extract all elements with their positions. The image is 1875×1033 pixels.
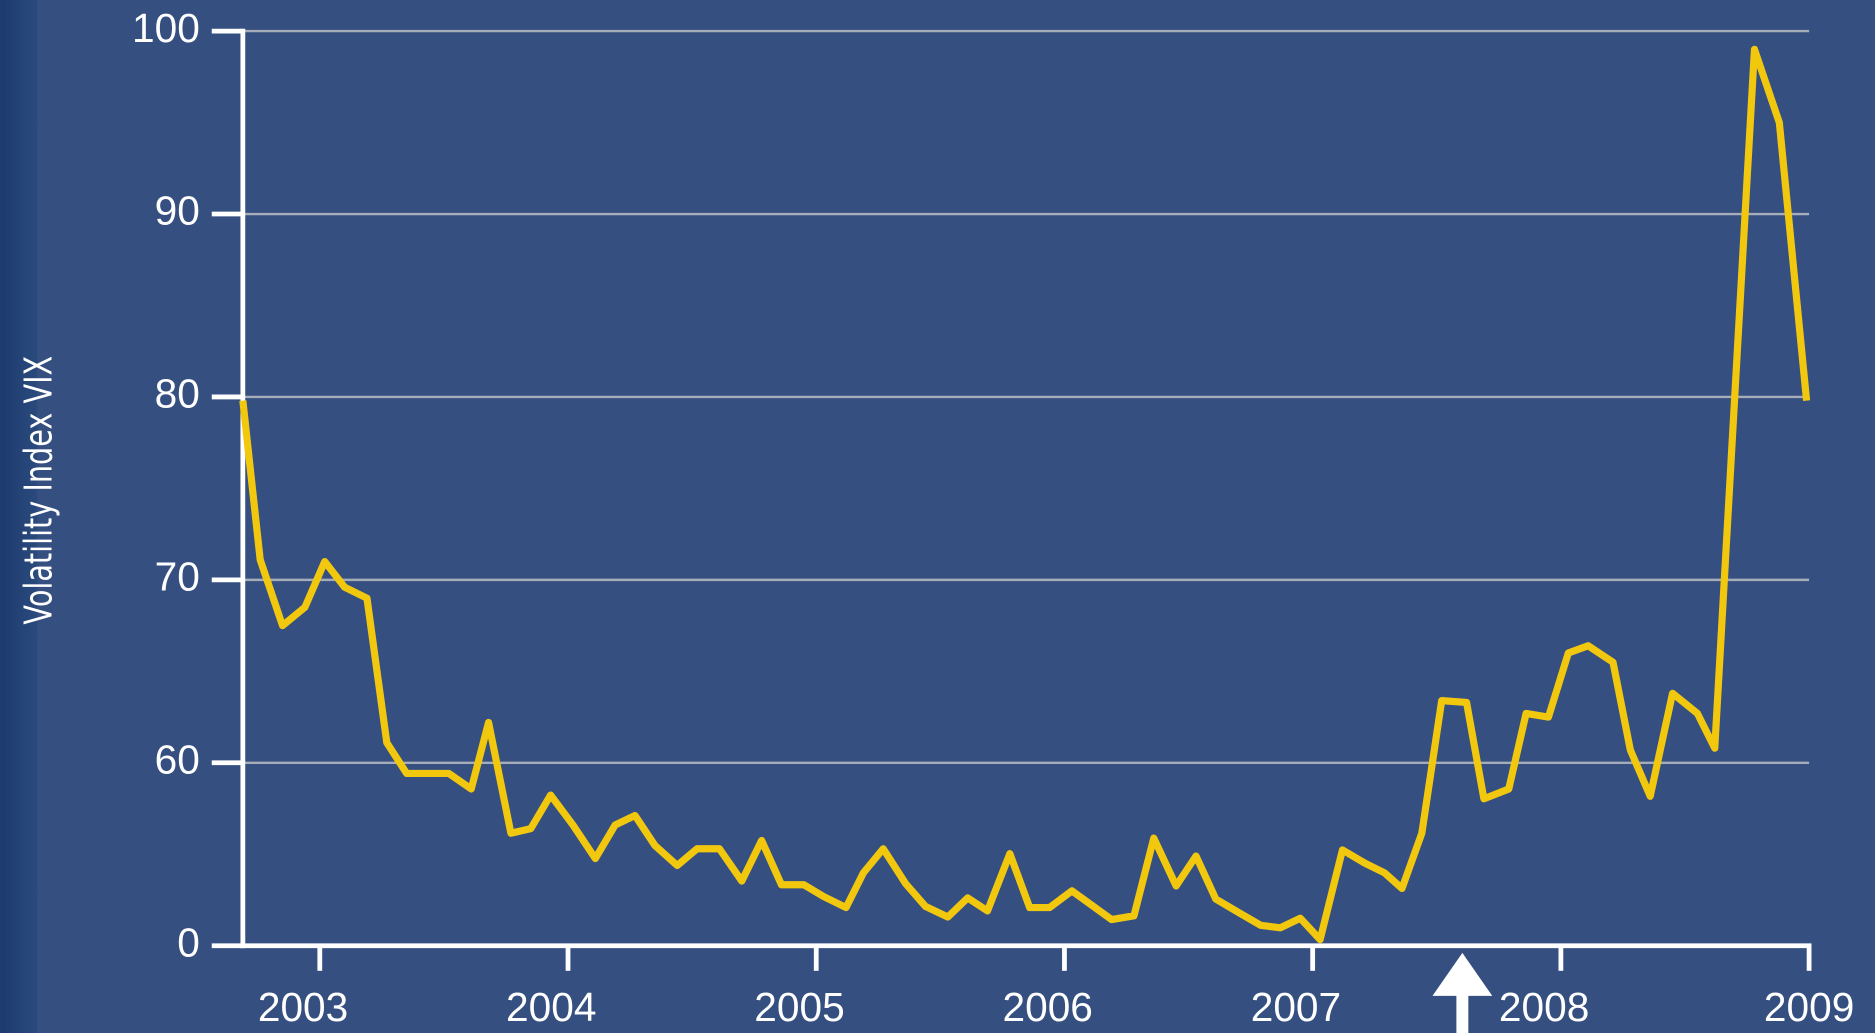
y-tick-label: 70 bbox=[155, 554, 200, 600]
x-tick-label: 2008 bbox=[1499, 984, 1589, 1030]
y-tick-label: 80 bbox=[155, 371, 200, 417]
y-tick-label: 100 bbox=[132, 5, 200, 51]
arrow-marker bbox=[1432, 952, 1493, 1033]
x-tick-label: 2006 bbox=[1002, 984, 1092, 1030]
side-strip bbox=[0, 0, 38, 1033]
x-tick-label: 2004 bbox=[506, 984, 596, 1030]
y-axis-label: Volatility Index VIX bbox=[16, 356, 60, 625]
x-tick-label: 2003 bbox=[258, 984, 348, 1030]
x-tick-label: 2009 bbox=[1764, 984, 1854, 1030]
y-tick-label: 60 bbox=[155, 737, 200, 783]
y-tick-label: 0 bbox=[177, 919, 200, 965]
data-line bbox=[239, 45, 1811, 944]
x-tick-label: 2005 bbox=[754, 984, 844, 1030]
x-tick-label: 2007 bbox=[1251, 984, 1341, 1030]
y-tick-label: 90 bbox=[155, 188, 200, 234]
